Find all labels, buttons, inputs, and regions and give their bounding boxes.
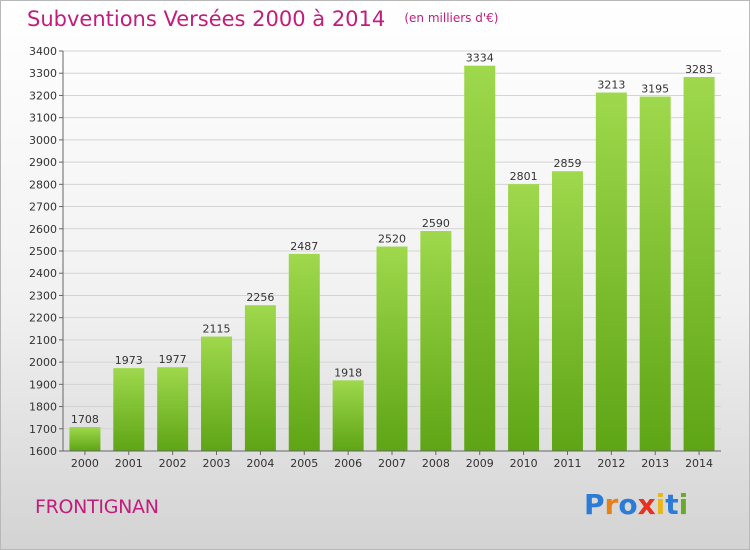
x-tick-label-2009: 2009 bbox=[466, 457, 494, 470]
data-label-2014: 3283 bbox=[685, 63, 713, 76]
chart-title: Subventions Versées 2000 à 2014 bbox=[27, 7, 386, 31]
x-tick-label-2006: 2006 bbox=[334, 457, 362, 470]
data-label-2011: 2859 bbox=[553, 157, 581, 170]
y-tick-label: 1800 bbox=[29, 401, 57, 414]
data-label-2000: 1708 bbox=[71, 413, 99, 426]
title-row: Subventions Versées 2000 à 2014 (en mill… bbox=[27, 7, 498, 31]
y-tick-label: 1700 bbox=[29, 423, 57, 436]
y-tick-label: 2500 bbox=[29, 245, 57, 258]
y-tick-label: 3400 bbox=[29, 45, 57, 58]
brand-letter: t bbox=[665, 488, 679, 521]
brand-letter: i bbox=[678, 488, 689, 521]
data-label-2008: 2590 bbox=[422, 217, 450, 230]
data-labels-layer: 1708 1973 1977 2115 2256 2487 1918 2520 2590 3334… bbox=[71, 52, 713, 426]
brand-letter: P bbox=[584, 488, 605, 521]
x-tick-label-2003: 2003 bbox=[203, 457, 231, 470]
bar-2002 bbox=[157, 367, 189, 451]
y-tick-label: 3200 bbox=[29, 89, 57, 102]
brand-letter: o bbox=[618, 488, 638, 521]
data-label-2003: 2115 bbox=[203, 323, 231, 336]
bar-2001 bbox=[113, 368, 145, 451]
y-tick-label: 2400 bbox=[29, 267, 57, 280]
bar-2013 bbox=[639, 96, 671, 452]
bar-2011 bbox=[551, 171, 583, 451]
x-tick-label-2001: 2001 bbox=[115, 457, 143, 470]
brand-letter: i bbox=[655, 488, 666, 521]
bar-2008 bbox=[420, 231, 452, 451]
proxiti-logo[interactable]: Proxiti bbox=[584, 488, 688, 521]
y-tick-label: 1600 bbox=[29, 445, 57, 458]
data-label-2002: 1977 bbox=[159, 353, 187, 366]
brand-letter: r bbox=[604, 488, 619, 521]
y-tick-label: 2900 bbox=[29, 156, 57, 169]
data-label-2004: 2256 bbox=[246, 291, 274, 304]
y-tick-label: 2300 bbox=[29, 289, 57, 302]
brand-letter: x bbox=[637, 488, 656, 521]
y-axis: 1600 1700 1800 1900 2000 2100 2200 2300 2400 2500… bbox=[29, 45, 64, 458]
x-tick-label-2010: 2010 bbox=[510, 457, 538, 470]
bars-layer bbox=[69, 65, 715, 452]
x-tick-label-2013: 2013 bbox=[641, 457, 669, 470]
chart-subtitle: (en milliers d'€) bbox=[404, 11, 499, 25]
bar-2012 bbox=[595, 92, 627, 452]
bar-2003 bbox=[201, 336, 233, 451]
x-tick-label-2012: 2012 bbox=[597, 457, 625, 470]
y-tick-label: 1900 bbox=[29, 378, 57, 391]
bar-2000 bbox=[69, 427, 101, 451]
bar-2007 bbox=[376, 246, 408, 451]
data-label-2012: 3213 bbox=[597, 79, 625, 92]
x-tick-label-2005: 2005 bbox=[290, 457, 318, 470]
bar-2004 bbox=[244, 305, 276, 451]
data-label-2013: 3195 bbox=[641, 83, 669, 96]
y-tick-label: 3000 bbox=[29, 134, 57, 147]
data-label-2005: 2487 bbox=[290, 240, 318, 253]
x-axis: 2000 2001 2002 2003 2004 2005 2006 2007 2008 2009… bbox=[63, 450, 721, 470]
y-tick-label: 3100 bbox=[29, 112, 57, 125]
y-tick-label: 2200 bbox=[29, 312, 57, 325]
data-label-2006: 1918 bbox=[334, 366, 362, 379]
y-tick-label: 2100 bbox=[29, 334, 57, 347]
bar-2014 bbox=[683, 77, 715, 451]
commune-name: FRONTIGNAN bbox=[35, 496, 159, 518]
x-tick-label-2011: 2011 bbox=[553, 457, 581, 470]
y-tick-label: 3300 bbox=[29, 67, 57, 80]
x-tick-label-2000: 2000 bbox=[71, 457, 99, 470]
data-label-2009: 3334 bbox=[466, 52, 494, 65]
data-label-2010: 2801 bbox=[510, 170, 538, 183]
bar-2006 bbox=[332, 380, 364, 451]
y-tick-label: 2000 bbox=[29, 356, 57, 369]
bar-2009 bbox=[464, 65, 496, 452]
x-tick-label-2008: 2008 bbox=[422, 457, 450, 470]
bar-2010 bbox=[508, 184, 540, 451]
bar-2005 bbox=[288, 253, 320, 451]
x-tick-label-2007: 2007 bbox=[378, 457, 406, 470]
y-tick-label: 2800 bbox=[29, 178, 57, 191]
y-tick-label: 2700 bbox=[29, 201, 57, 214]
y-tick-label: 2600 bbox=[29, 223, 57, 236]
x-tick-label-2002: 2002 bbox=[159, 457, 187, 470]
data-label-2007: 2520 bbox=[378, 233, 406, 246]
x-tick-label-2004: 2004 bbox=[246, 457, 274, 470]
x-tick-label-2014: 2014 bbox=[685, 457, 713, 470]
data-label-2001: 1973 bbox=[115, 354, 143, 367]
